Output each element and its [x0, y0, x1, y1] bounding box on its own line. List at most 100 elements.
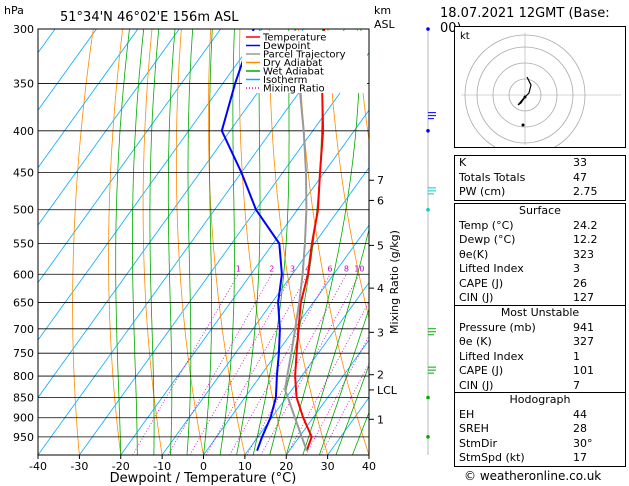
mixing-ratio-line	[246, 274, 347, 455]
isotherm-line	[285, 339, 369, 455]
pressure-tick-label: 700	[13, 323, 34, 336]
altitude-tick-label: LCL	[377, 384, 398, 397]
series-temperature	[294, 29, 325, 452]
mixing-ratio-line	[320, 362, 369, 455]
mixing-ratio-label: 1	[236, 264, 241, 273]
table-row: Dewp (°C) 12.2	[455, 233, 625, 248]
pressure-tick-label: 900	[13, 412, 34, 425]
row-label: CAPE (J)	[459, 364, 504, 377]
legend-label: Mixing Ratio	[263, 84, 325, 95]
row-value: 17	[573, 451, 587, 464]
x-tick-label: -30	[70, 460, 88, 473]
pressure-unit-label: hPa	[4, 4, 24, 17]
x-tick-label: -20	[112, 460, 130, 473]
wet-adiabat-line	[335, 364, 369, 455]
mixing-ratio-label: 3	[290, 264, 295, 273]
table-title: Hodograph	[509, 393, 571, 406]
row-value: 101	[573, 364, 594, 377]
row-label: Lifted Index	[459, 262, 524, 275]
hodograph-point	[523, 95, 527, 99]
pressure-tick-label: 850	[13, 391, 34, 404]
wind-barb-icon	[428, 187, 436, 195]
row-value: 7	[573, 378, 580, 392]
mixing-ratio-label: 2	[269, 264, 274, 273]
mixing-ratio-label: 25	[411, 264, 421, 273]
table-row: θe(K) 323	[455, 248, 625, 263]
pressure-tick-label: 600	[13, 268, 34, 281]
isotherm-line	[203, 224, 369, 455]
altitude-tick-label: 4	[377, 282, 384, 295]
wet-adiabat-line	[318, 307, 369, 455]
altitude-tick-label: 6	[377, 194, 384, 207]
location-title: 51°34'N 46°02'E 156m ASL	[60, 10, 239, 25]
altitude-tick-label: 5	[377, 239, 384, 252]
legend-label: Isotherm	[263, 75, 307, 86]
legend-label: Parcel Trajectory	[263, 50, 346, 61]
mixing-ratio-axis-title: Mixing Ratio (g/kg)	[388, 230, 401, 334]
row-value: 47	[573, 170, 587, 184]
pressure-tick-label: 450	[13, 166, 34, 179]
x-tick-label: 30	[321, 460, 335, 473]
dry-adiabat-line	[72, 29, 94, 455]
table-title: Most Unstable	[500, 306, 580, 319]
row-label: StmSpd (kt)	[459, 451, 525, 464]
wind-dot	[426, 207, 430, 212]
mixing-ratio-line	[260, 274, 360, 455]
row-label: θe(K)	[459, 247, 489, 261]
x-axis-title: Dewpoint / Temperature (°C)	[110, 471, 297, 486]
table-row: Lifted Index 1	[455, 350, 625, 365]
table-row: PW (cm) 2.75	[455, 185, 625, 200]
wet-adiabat-line	[131, 29, 145, 455]
wind-dot	[426, 128, 430, 133]
x-tick-label: 10	[238, 460, 252, 473]
wet-adiabat-line	[149, 29, 160, 455]
table-row: EH 44	[455, 408, 625, 423]
isotherm-line	[38, 29, 346, 455]
isotherm-line	[38, 29, 139, 169]
row-label: Temp (°C)	[459, 218, 514, 232]
legend-label: Wet Adiabat	[263, 67, 324, 78]
hodograph-kt-label: kt	[460, 31, 470, 42]
row-value: 28	[573, 422, 587, 435]
mixing-ratio-label: 6	[327, 264, 332, 273]
mixing-ratio-line	[132, 274, 239, 455]
table-row: K 33	[455, 156, 625, 171]
wind-dot	[426, 27, 430, 31]
row-value: 127	[573, 291, 594, 304]
isotherm-line	[38, 29, 221, 284]
x-tick-label: -40	[29, 460, 47, 473]
table-row: θe (K) 327	[455, 335, 625, 350]
table-row: Temp (°C) 24.2	[455, 219, 625, 234]
series-parcel-trajectory	[284, 29, 308, 452]
table-row: Totals Totals 47	[455, 171, 625, 186]
row-label: CIN (J)	[459, 378, 494, 392]
table-row: StmDir 30°	[455, 437, 625, 452]
pressure-tick-label: 300	[13, 23, 34, 36]
row-value: 24.2	[573, 218, 598, 232]
row-value: 1	[573, 349, 580, 363]
row-value: 2.75	[573, 185, 598, 198]
row-label: CIN (J)	[459, 291, 494, 304]
row-label: Pressure (mb)	[459, 320, 536, 334]
table-row: CIN (J) 7	[455, 379, 625, 394]
row-value: 941	[573, 320, 594, 334]
pressure-tick-label: 550	[13, 237, 34, 250]
table-row: Lifted Index 3	[455, 262, 625, 277]
row-label: CAPE (J)	[459, 276, 504, 290]
x-tick-label: 0	[200, 460, 207, 473]
hodograph-table: Hodograph EH 44 SREH 28 StmDir 30° StmSpd (kt) 1…	[454, 392, 626, 467]
mixing-ratio-line	[305, 334, 369, 455]
row-label: PW (cm)	[459, 185, 506, 198]
hodograph-trace	[517, 76, 532, 106]
most-unstable-table: Most Unstable Pressure (mb) 941 θe (K) 327 Li…	[454, 305, 626, 394]
mixing-ratio-line	[167, 274, 273, 455]
pressure-tick-label: 650	[13, 297, 34, 310]
x-tick-label: 20	[279, 460, 293, 473]
pressure-tick-label: 950	[13, 431, 34, 444]
km-label: km	[374, 4, 391, 17]
pressure-tick-label: 500	[13, 204, 34, 217]
isotherm-line	[38, 29, 97, 111]
dry-adiabat-line	[142, 29, 163, 455]
dry-adiabat-line	[356, 29, 369, 143]
